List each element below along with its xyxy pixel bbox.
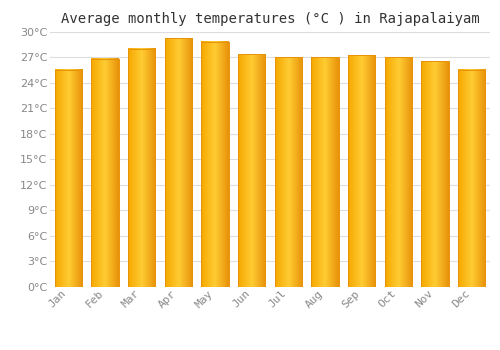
Title: Average monthly temperatures (°C ) in Rajapalaiyam: Average monthly temperatures (°C ) in Ra… [60,12,480,26]
